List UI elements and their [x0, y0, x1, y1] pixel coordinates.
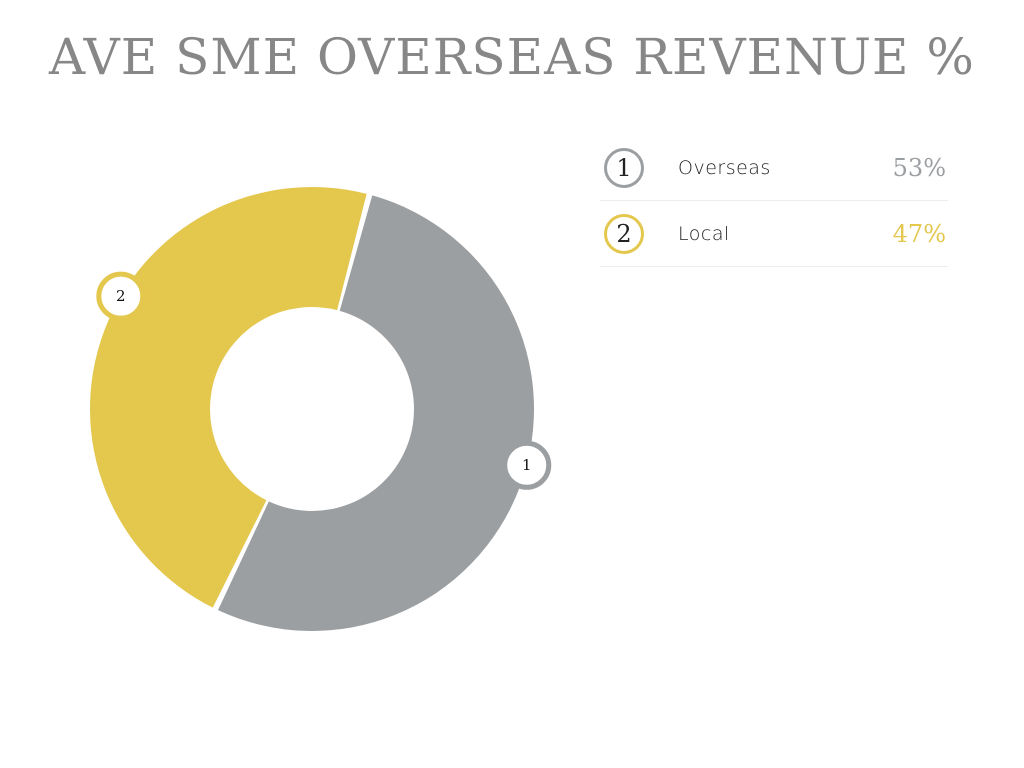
- legend-label-local: Local: [678, 223, 730, 245]
- legend-row-overseas: 1 Overseas 53%: [600, 135, 948, 201]
- legend: 1 Overseas 53% 2 Local 47%: [600, 135, 948, 267]
- slice-marker-label-local: 2: [116, 287, 126, 305]
- slice-marker-overseas: [502, 440, 552, 490]
- legend-row-local: 2 Local 47%: [600, 201, 948, 267]
- slices-layer: [89, 186, 534, 631]
- markers-layer: 12: [96, 271, 552, 490]
- legend-badge-overseas: 1: [604, 148, 644, 188]
- slice-overseas: [218, 195, 534, 631]
- legend-value-local: 47%: [892, 220, 946, 248]
- chart-title: AVE SME OVERSEAS REVENUE %: [49, 28, 975, 86]
- legend-label-overseas: Overseas: [678, 157, 771, 179]
- legend-badge-local: 2: [604, 214, 644, 254]
- slice-marker-local: [96, 271, 146, 321]
- slice-local: [89, 186, 367, 608]
- legend-value-overseas: 53%: [892, 154, 946, 182]
- slice-marker-label-overseas: 1: [522, 456, 532, 474]
